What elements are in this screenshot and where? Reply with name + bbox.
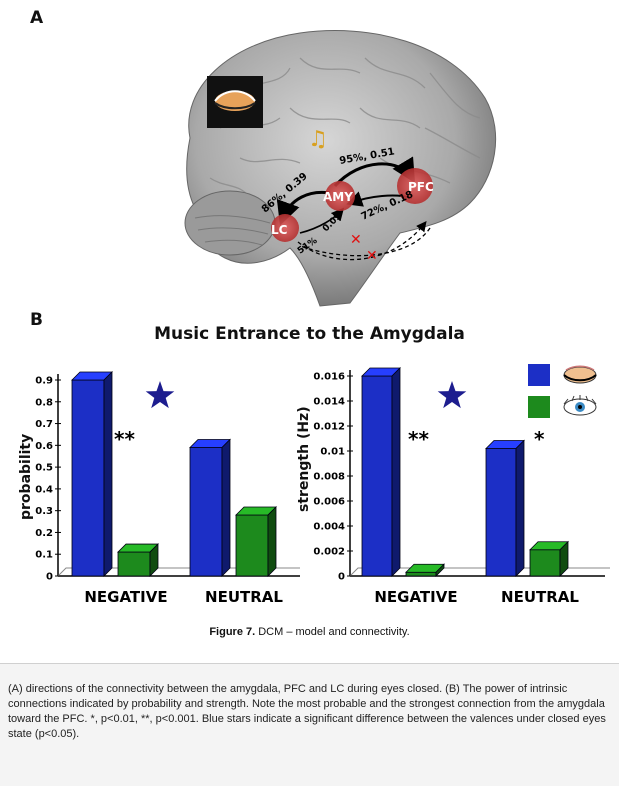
music-note-icon: ♫ <box>308 127 328 152</box>
axis-3d-depth <box>349 567 610 577</box>
significance-marker: ** <box>408 427 429 451</box>
legend-swatch-closed <box>528 364 550 386</box>
eye-closed-icon <box>563 365 597 384</box>
label-pfc: PFC <box>408 180 434 194</box>
caption-body: (A) directions of the connectivity betwe… <box>8 683 606 740</box>
bar <box>71 379 105 577</box>
bar <box>235 514 269 577</box>
y-tick-label: 0.008 <box>313 472 345 483</box>
bar <box>529 549 561 577</box>
bar-side-face <box>391 367 401 577</box>
bar <box>117 551 151 577</box>
bar <box>485 448 517 577</box>
bar <box>361 375 393 577</box>
figure-caption-title: Figure 7. DCM – model and connectivity. <box>0 626 619 638</box>
label-amy: AMY <box>323 190 353 204</box>
chart-legend <box>528 364 597 418</box>
y-tick-label: 0.3 <box>35 506 53 517</box>
bar-side-face <box>435 563 445 577</box>
significance-marker: * <box>534 427 545 451</box>
y-tick-label: 0.4 <box>35 484 53 495</box>
legend-swatch-open <box>528 396 550 418</box>
y-tick-label: 0.01 <box>320 447 345 458</box>
panel-a-label: A <box>30 8 44 28</box>
y-tick-label: 0.8 <box>35 397 53 408</box>
y-tick-label: 0.012 <box>313 422 345 433</box>
y-tick-label: 0.016 <box>313 372 345 383</box>
x-category-label: NEGATIVE <box>84 588 167 606</box>
bar <box>405 571 437 577</box>
strength-bar-chart: 0 0.002 0.004 0.006 0.008 0.01 0.012 0.014 0.016… <box>313 367 610 606</box>
chart-title: Music Entrance to the Amygdala <box>154 324 465 344</box>
bar-side-face <box>559 540 569 577</box>
caption-box: (A) directions of the connectivity betwe… <box>0 663 619 786</box>
closed-eye-icon-box <box>207 76 263 128</box>
y-tick-label: 0 <box>338 572 345 583</box>
significance-star-icon <box>145 381 175 409</box>
y-tick-label: 0 <box>46 572 53 583</box>
x-category-label: NEUTRAL <box>205 588 283 606</box>
label-lc: LC <box>271 223 288 237</box>
y-tick-label: 0.002 <box>313 547 345 558</box>
node-lc <box>271 214 299 242</box>
blocked-x-icon: ✕ <box>366 248 378 264</box>
arrow-lc-amy <box>299 207 345 234</box>
eye-open-icon <box>563 395 597 416</box>
y-tick-label: 0.1 <box>35 550 53 561</box>
significance-marker: ** <box>114 427 135 451</box>
blocked-x-icon: ✕ <box>350 232 362 248</box>
y-tick-label: 0.004 <box>313 522 345 533</box>
bar <box>189 447 223 577</box>
y-tick-label: 0.9 <box>35 376 53 387</box>
y-tick-label: 0.5 <box>35 463 53 474</box>
x-category-label: NEGATIVE <box>374 588 457 606</box>
figure-label: Figure 7. <box>209 626 256 638</box>
brain-cortex-shape <box>186 30 497 307</box>
node-pfc <box>397 168 433 204</box>
bar-side-face <box>149 543 159 577</box>
brain-diagram: ♫ ✕ ✕ AMY PFC LC 95%, 0.51 86%, 0.39 72%… <box>184 30 497 307</box>
x-category-label: NEUTRAL <box>501 588 579 606</box>
bar-side-face <box>267 506 277 577</box>
figure-caption-text: DCM – model and connectivity. <box>255 626 410 638</box>
y-tick-label: 0.6 <box>35 441 53 452</box>
probability-bar-chart: 0 0.1 0.2 0.3 0.4 0.5 0.6 0.7 0.8 0.9 NEGATIVE NEUT… <box>35 371 300 606</box>
panel-b-label: B <box>30 310 43 330</box>
y-tick-label: 0.014 <box>313 397 345 408</box>
bar-side-face <box>221 438 231 577</box>
y-tick-label: 0.006 <box>313 497 345 508</box>
y-tick-label: 0.7 <box>35 419 53 430</box>
significance-star-icon <box>437 381 467 409</box>
arrow-pfc-lc-dashed <box>299 227 431 257</box>
bar-side-face <box>515 439 525 577</box>
node-amy <box>325 181 355 211</box>
bar-side-face <box>103 371 113 577</box>
arrow-lc-pfc-dashed <box>297 220 427 261</box>
cerebellum-shape <box>184 190 276 256</box>
y-tick-label: 0.2 <box>35 528 53 539</box>
